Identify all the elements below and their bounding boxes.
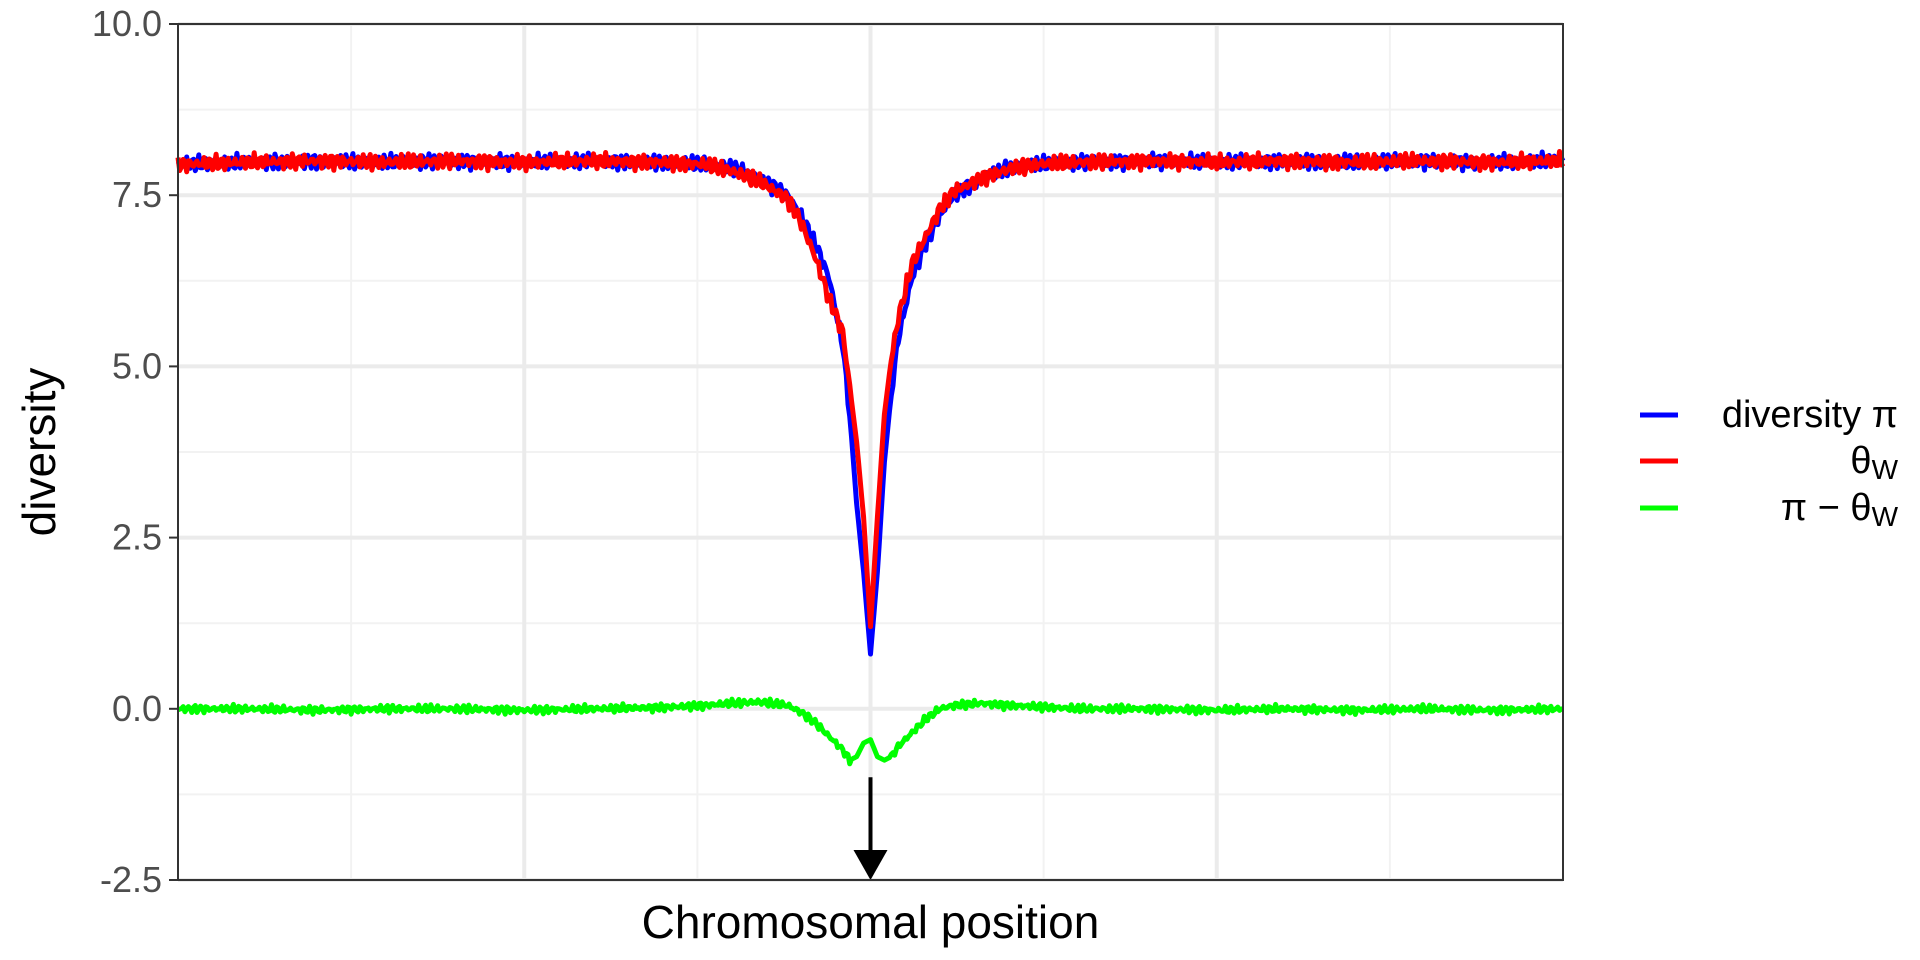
y-tick-label: 10.0 <box>92 3 162 44</box>
legend-label-1: diversity π <box>1722 394 1898 436</box>
series-layer <box>175 149 1566 767</box>
legend-label-3: π − θW <box>1781 487 1899 532</box>
panel-border <box>177 23 1564 881</box>
series-line-3 <box>177 696 1564 767</box>
y-axis-title: diversity <box>13 368 65 537</box>
legend-label-2: θW <box>1850 440 1898 485</box>
y-tick-label: -2.5 <box>100 859 162 900</box>
y-axis-ticks <box>169 23 178 881</box>
y-tick-label: 0.0 <box>112 688 162 729</box>
y-tick-label: 5.0 <box>112 345 162 386</box>
y-tick-label: 7.5 <box>112 174 162 215</box>
y-axis-tick-labels: -2.5 0.0 2.5 5.0 7.5 10.0 <box>92 3 162 900</box>
annotation-arrow-head <box>853 850 888 880</box>
x-axis-title: Chromosomal position <box>642 896 1100 948</box>
y-tick-label: 2.5 <box>112 517 162 558</box>
annotation-layer <box>853 777 888 880</box>
series-line-2 <box>175 149 1566 630</box>
